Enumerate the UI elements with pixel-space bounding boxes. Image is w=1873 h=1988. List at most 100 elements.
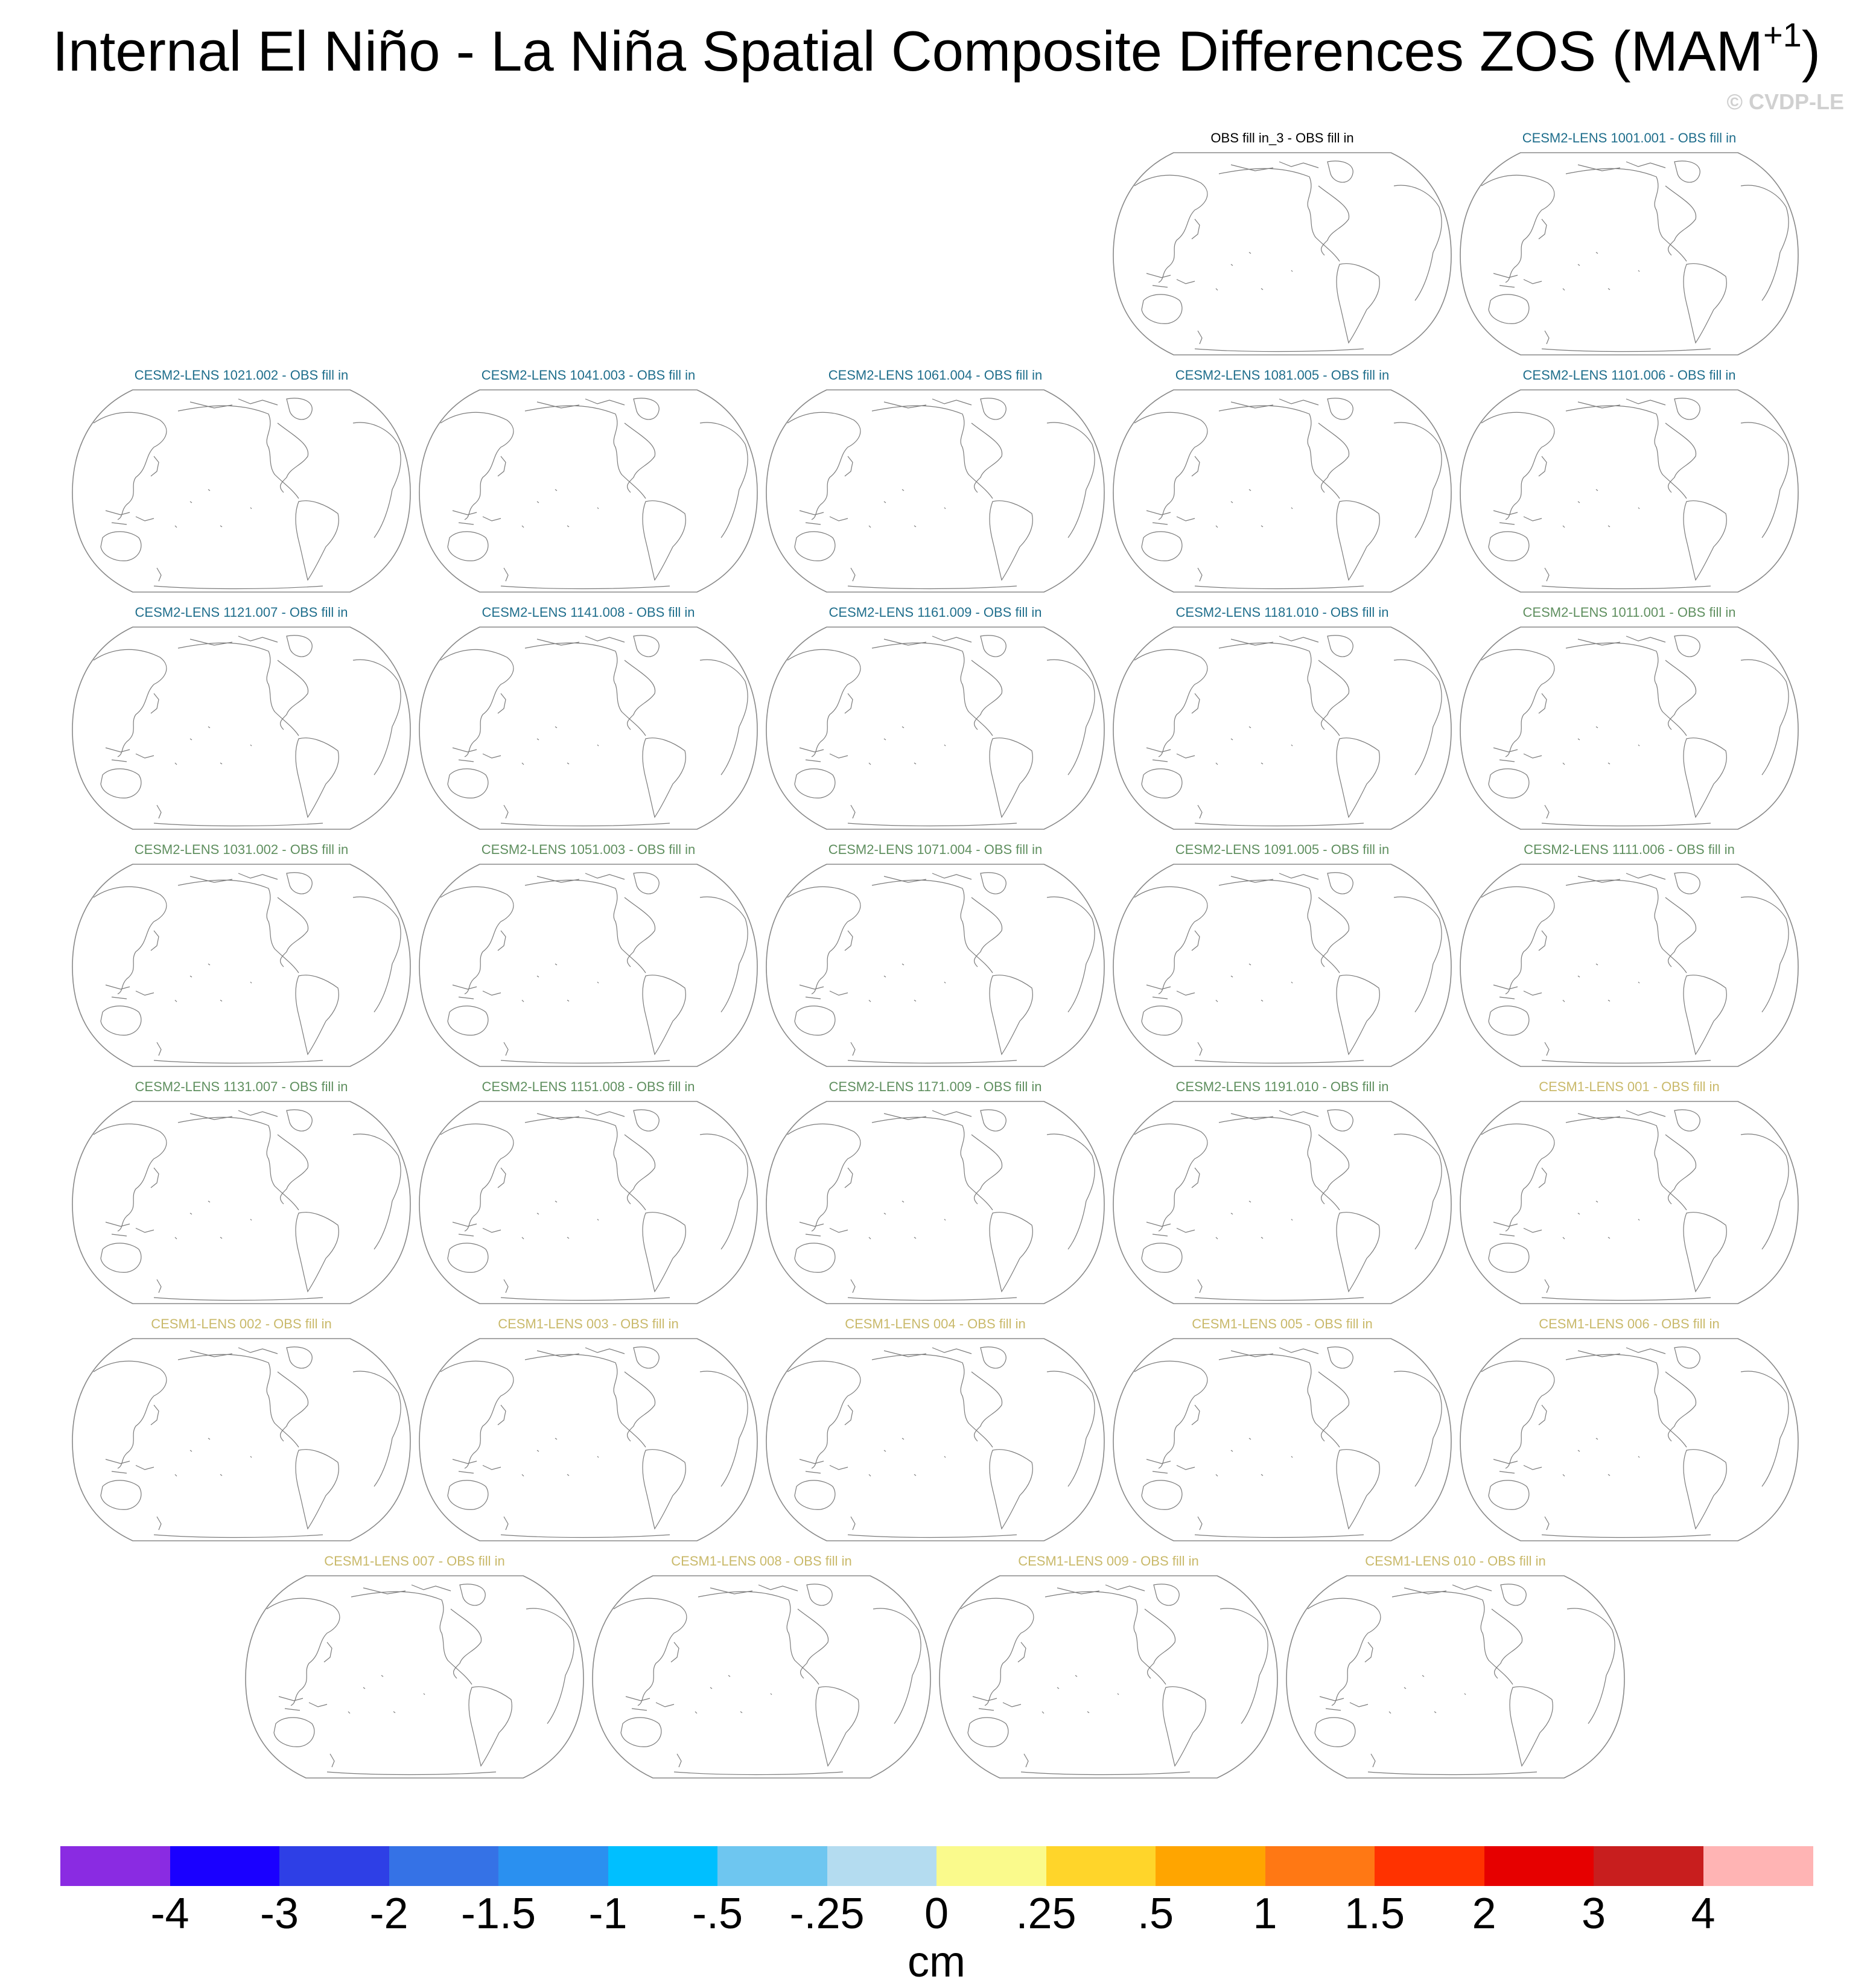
panel-title: CESM2-LENS 1181.010 - OBS fill in — [1175, 605, 1389, 620]
coastline — [1134, 1360, 1208, 1469]
coastline — [1740, 185, 1789, 301]
map-boundary — [72, 864, 411, 1067]
coastline — [633, 872, 660, 894]
coastline — [524, 405, 646, 499]
coastline — [93, 649, 167, 757]
coastline — [799, 510, 848, 525]
coastline — [844, 1167, 853, 1188]
coastline — [177, 642, 299, 736]
map-boundary — [1460, 864, 1799, 1067]
coastline — [1740, 422, 1789, 538]
coastline — [500, 1060, 670, 1064]
coastline — [326, 1771, 497, 1776]
coastline — [497, 930, 506, 951]
map-panel: CESM2-LENS 1051.003 - OBS fill in — [416, 842, 760, 1071]
coastline — [286, 398, 313, 420]
map-panel: CESM2-LENS 1151.008 - OBS fill in — [416, 1079, 760, 1308]
coastline — [624, 422, 656, 493]
coastline — [624, 897, 656, 967]
map-boundary — [766, 389, 1105, 593]
coastline — [524, 642, 646, 736]
coastline — [1674, 872, 1700, 894]
coastline — [695, 1675, 772, 1714]
coastline — [850, 1279, 856, 1293]
coastline — [871, 1354, 993, 1448]
coastline — [1230, 1110, 1319, 1120]
coastline — [699, 1371, 748, 1487]
map-boundary — [419, 389, 758, 593]
coastline — [440, 1123, 514, 1232]
coastline — [447, 1243, 489, 1273]
coastline — [1538, 930, 1547, 951]
world-map — [419, 389, 758, 593]
coastline — [873, 1608, 921, 1724]
coastline — [352, 1371, 401, 1487]
colorbar-box — [498, 1846, 608, 1886]
coastline — [1057, 1584, 1145, 1595]
map-panel: CESM2-LENS 1061.004 - OBS fill in — [763, 368, 1107, 597]
coastline — [1134, 174, 1208, 283]
world-map — [766, 864, 1105, 1067]
map-boundary — [419, 626, 758, 830]
coastline — [1144, 1608, 1176, 1679]
coastline — [971, 1371, 1003, 1442]
coastline — [447, 1480, 489, 1510]
coastline — [500, 1534, 670, 1538]
world-map — [1286, 1575, 1625, 1779]
coastline — [871, 1117, 993, 1211]
colorbar-box — [1156, 1846, 1265, 1886]
coastline — [1577, 873, 1666, 883]
coastline — [266, 1598, 340, 1706]
coastline — [1538, 1167, 1547, 1188]
coastline — [1134, 649, 1208, 757]
coastline — [440, 886, 514, 995]
coastline — [150, 693, 159, 714]
coastline — [1493, 1222, 1542, 1237]
coastline — [1134, 1123, 1208, 1232]
coastline — [153, 585, 323, 590]
coastline — [1683, 1212, 1727, 1293]
coastline — [177, 879, 299, 973]
coastline — [363, 1584, 451, 1595]
coastline — [971, 1134, 1003, 1205]
coastline — [1191, 693, 1200, 714]
coastline — [1488, 768, 1530, 798]
coastline — [1740, 1371, 1789, 1487]
coastline — [1577, 636, 1666, 646]
coastline — [1393, 1133, 1442, 1250]
coastline — [850, 567, 856, 582]
coastline — [1134, 412, 1208, 520]
coastline — [868, 1200, 946, 1240]
coastline — [1493, 984, 1542, 999]
coastline — [1141, 768, 1183, 798]
coastline — [1562, 252, 1640, 291]
map-boundary — [1286, 1575, 1625, 1779]
world-map — [766, 1101, 1105, 1304]
coastline — [1146, 747, 1195, 762]
coastline — [1544, 1042, 1550, 1056]
coastline — [1493, 1459, 1542, 1474]
coastline — [1197, 1279, 1203, 1293]
coastline — [1541, 1534, 1711, 1538]
coastline — [1141, 294, 1183, 324]
colorbar-box — [936, 1846, 1046, 1886]
coastline — [440, 649, 514, 757]
coastline — [521, 963, 599, 1002]
coastline — [670, 1642, 679, 1663]
coastline — [1194, 1297, 1364, 1301]
coastline — [794, 1005, 836, 1036]
colorbar-tick-label: .5 — [1137, 1890, 1174, 1938]
coastline — [352, 1133, 401, 1250]
coastline — [1041, 1675, 1119, 1714]
coastline — [1327, 1346, 1353, 1369]
coastline — [844, 693, 853, 714]
coastline — [1134, 886, 1208, 995]
world-map — [419, 626, 758, 830]
coastline — [1318, 660, 1350, 730]
map-boundary — [419, 1101, 758, 1304]
panel-title: OBS fill in_3 - OBS fill in — [1210, 130, 1354, 145]
coastline — [105, 510, 154, 525]
coastline — [1336, 975, 1380, 1056]
coastline — [1153, 1584, 1180, 1606]
coastline — [633, 635, 660, 657]
